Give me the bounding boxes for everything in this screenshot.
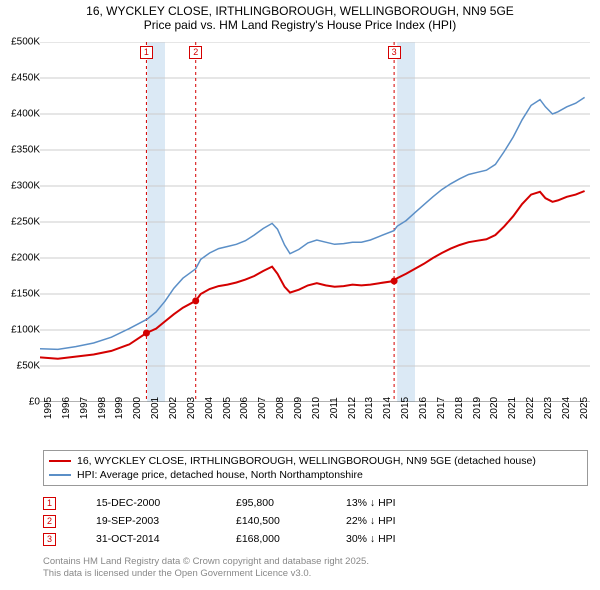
plot-area: 1 2 3 <box>40 42 590 402</box>
data-diff: 22% ↓ HPI <box>346 515 446 527</box>
x-tick-label: 1998 <box>97 397 108 419</box>
attribution-line-1: Contains HM Land Registry data © Crown c… <box>43 556 369 568</box>
x-tick-label: 2013 <box>364 397 375 419</box>
x-tick-label: 2011 <box>329 397 340 419</box>
attribution-line-2: This data is licensed under the Open Gov… <box>43 568 369 580</box>
x-tick-label: 2004 <box>204 397 215 419</box>
legend-row: HPI: Average price, detached house, Nort… <box>49 468 582 482</box>
chart-wrapper: 16, WYCKLEY CLOSE, IRTHLINGBOROUGH, WELL… <box>0 0 600 590</box>
x-tick-label: 2012 <box>347 397 358 419</box>
x-tick-label: 2023 <box>543 397 554 419</box>
y-tick-label: £250K <box>11 217 40 228</box>
x-tick-label: 2017 <box>436 397 447 419</box>
chart-marker-2: 2 <box>189 46 202 59</box>
x-tick-label: 2008 <box>275 397 286 419</box>
x-tick-label: 1997 <box>79 397 90 419</box>
data-row: 1 15-DEC-2000£95,80013% ↓ HPI <box>43 494 446 512</box>
chart-marker-3: 3 <box>388 46 401 59</box>
attribution: Contains HM Land Registry data © Crown c… <box>43 556 369 580</box>
x-tick-label: 2005 <box>222 397 233 419</box>
data-marker: 2 <box>43 515 56 528</box>
legend-swatch <box>49 474 71 476</box>
y-tick-label: £50K <box>17 361 40 372</box>
title-block: 16, WYCKLEY CLOSE, IRTHLINGBOROUGH, WELL… <box>0 0 600 34</box>
x-tick-label: 2014 <box>382 397 393 419</box>
x-tick-label: 2001 <box>150 397 161 419</box>
legend-box: 16, WYCKLEY CLOSE, IRTHLINGBOROUGH, WELL… <box>43 450 588 486</box>
x-tick-label: 2019 <box>472 397 483 419</box>
data-price: £140,500 <box>236 515 346 527</box>
y-tick-label: £350K <box>11 145 40 156</box>
y-tick-label: £200K <box>11 253 40 264</box>
x-tick-label: 2016 <box>418 397 429 419</box>
x-tick-label: 2009 <box>293 397 304 419</box>
data-date: 19-SEP-2003 <box>96 515 236 527</box>
y-tick-label: £150K <box>11 289 40 300</box>
x-tick-label: 2010 <box>311 397 322 419</box>
x-tick-label: 2024 <box>561 397 572 419</box>
data-price: £95,800 <box>236 497 346 509</box>
chart-svg <box>40 42 590 402</box>
title-line-1: 16, WYCKLEY CLOSE, IRTHLINGBOROUGH, WELL… <box>10 4 590 18</box>
title-line-2: Price paid vs. HM Land Registry's House … <box>10 18 590 32</box>
y-tick-label: £300K <box>11 181 40 192</box>
x-tick-label: 2006 <box>239 397 250 419</box>
x-tick-label: 2022 <box>525 397 536 419</box>
data-row: 3 31-OCT-2014£168,00030% ↓ HPI <box>43 530 446 548</box>
x-tick-label: 2000 <box>132 397 143 419</box>
data-marker: 3 <box>43 533 56 546</box>
data-marker: 1 <box>43 497 56 510</box>
y-tick-label: £400K <box>11 109 40 120</box>
data-diff: 13% ↓ HPI <box>346 497 446 509</box>
x-tick-label: 1996 <box>61 397 72 419</box>
y-tick-label: £0 <box>29 397 40 408</box>
x-tick-label: 2003 <box>186 397 197 419</box>
y-tick-label: £500K <box>11 37 40 48</box>
x-tick-label: 1995 <box>43 397 54 419</box>
x-tick-label: 1999 <box>114 397 125 419</box>
x-tick-label: 2021 <box>507 397 518 419</box>
x-tick-label: 2002 <box>168 397 179 419</box>
data-row: 2 19-SEP-2003£140,50022% ↓ HPI <box>43 512 446 530</box>
data-date: 15-DEC-2000 <box>96 497 236 509</box>
y-tick-label: £100K <box>11 325 40 336</box>
data-table: 1 15-DEC-2000£95,80013% ↓ HPI 2 19-SEP-2003… <box>43 494 446 548</box>
x-tick-label: 2007 <box>257 397 268 419</box>
data-date: 31-OCT-2014 <box>96 533 236 545</box>
legend-label: HPI: Average price, detached house, Nort… <box>77 469 363 481</box>
x-tick-label: 2025 <box>579 397 590 419</box>
x-tick-label: 2015 <box>400 397 411 419</box>
chart-marker-1: 1 <box>140 46 153 59</box>
legend-swatch <box>49 460 71 462</box>
data-price: £168,000 <box>236 533 346 545</box>
y-tick-label: £450K <box>11 73 40 84</box>
data-diff: 30% ↓ HPI <box>346 533 446 545</box>
legend-row: 16, WYCKLEY CLOSE, IRTHLINGBOROUGH, WELL… <box>49 454 582 468</box>
x-tick-label: 2018 <box>454 397 465 419</box>
x-tick-label: 2020 <box>489 397 500 419</box>
legend-label: 16, WYCKLEY CLOSE, IRTHLINGBOROUGH, WELL… <box>77 455 536 467</box>
